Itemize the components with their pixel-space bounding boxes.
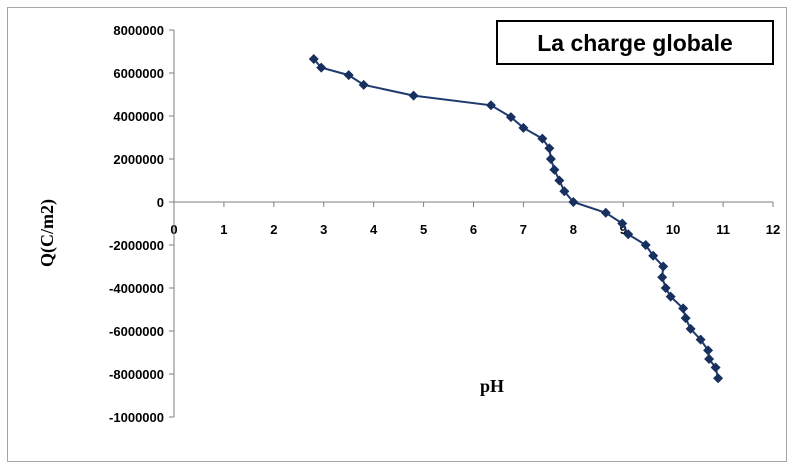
data-point (545, 154, 556, 164)
x-tick-label: 10 (666, 222, 680, 237)
data-point (408, 90, 419, 101)
y-axis-title: Q(C/m2) (37, 199, 58, 267)
data-point (660, 283, 671, 293)
data-point (559, 186, 570, 197)
data-point (549, 164, 560, 175)
data-point (713, 373, 724, 384)
data-point (658, 261, 669, 272)
x-tick-label: 4 (370, 222, 378, 237)
x-tick-label: 8 (570, 222, 577, 237)
data-point (678, 303, 689, 314)
x-tick-label: 3 (320, 222, 327, 237)
data-point (505, 112, 516, 123)
data-point (485, 100, 496, 111)
chart-area: 8000000 6000000 4000000 2000000 0 -2000000 -40… (7, 7, 787, 462)
data-point (657, 272, 668, 283)
data-point (665, 291, 676, 302)
data-point (518, 122, 529, 133)
data-point (680, 313, 691, 324)
x-tick-label: 5 (420, 222, 427, 237)
data-point (703, 345, 714, 356)
series-line (313, 58, 720, 379)
y-tick-label: -2000000 (109, 238, 164, 253)
data-point (710, 362, 721, 373)
chart-title: La charge globale (537, 30, 733, 56)
data-point (623, 229, 634, 240)
x-axis-title: pH (480, 376, 504, 396)
x-tick-label: 2 (270, 222, 277, 237)
x-tick-label: 1 (220, 222, 227, 237)
y-tick-label: 4000000 (113, 109, 164, 124)
data-point (617, 218, 628, 229)
y-tick-label: 6000000 (113, 66, 164, 81)
data-point (308, 54, 319, 65)
data-point (343, 70, 354, 81)
data-point (554, 175, 565, 186)
chart-svg: 8000000 6000000 4000000 2000000 0 -2000000 -40… (37, 20, 780, 425)
x-tick-label: 6 (470, 222, 477, 237)
y-tick-label: 0 (157, 195, 164, 210)
y-tick-label: -4000000 (109, 281, 164, 296)
data-point (358, 79, 369, 90)
data-point (537, 133, 548, 144)
series-markers (308, 54, 724, 384)
data-point (316, 62, 327, 73)
data-point (685, 323, 696, 334)
x-tick-label: 12 (766, 222, 780, 237)
data-point (600, 207, 611, 218)
data-point (640, 240, 651, 250)
data-point (704, 353, 715, 364)
data-point (544, 143, 555, 154)
y-tick-label: -1000000 (109, 410, 164, 425)
data-point (648, 250, 659, 261)
data-point (695, 334, 706, 345)
title-box (496, 20, 774, 65)
x-tick-label: 9 (620, 222, 627, 237)
y-axis-ticks: 8000000 6000000 4000000 2000000 0 -2000000 -40… (109, 23, 174, 425)
y-tick-label: -8000000 (109, 367, 164, 382)
y-tick-label: -6000000 (109, 324, 164, 339)
x-tick-label: 11 (716, 222, 730, 237)
x-tick-label: 7 (520, 222, 527, 237)
y-tick-label: 2000000 (113, 152, 164, 167)
y-tick-label: 8000000 (113, 23, 164, 38)
data-point (568, 197, 579, 207)
